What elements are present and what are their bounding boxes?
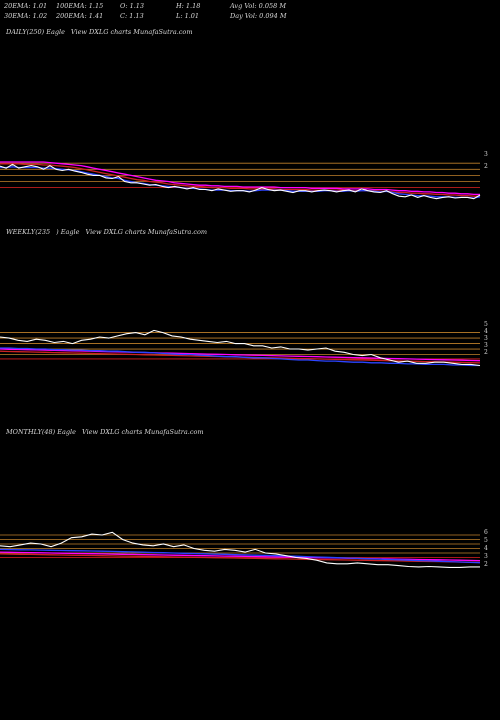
weekly-panel: WEEKLY(235 ) Eagle View DXLG charts Munafa… bbox=[0, 226, 500, 426]
daily-title-prefix: DAILY(250) Eagle bbox=[6, 28, 65, 36]
y-tick-label: 4 bbox=[484, 545, 488, 552]
stat-day-vol: Day Vol: 0.094 M bbox=[230, 12, 287, 20]
stats-header: 20EMA: 1.01 100EMA: 1.15 O: 1.13 H: 1.18… bbox=[4, 2, 494, 22]
daily-chart: 32 bbox=[0, 151, 488, 200]
weekly-title-suffix: View DXLG charts MunafaSutra.com bbox=[85, 228, 208, 236]
stat-high: H: 1.18 bbox=[176, 2, 201, 10]
price-line bbox=[0, 531, 480, 568]
y-tick-label: 6 bbox=[484, 529, 488, 536]
y-tick-label: 4 bbox=[484, 328, 488, 335]
ema-mid-line bbox=[0, 551, 481, 562]
stat-ema30: 30EMA: 1.02 bbox=[4, 12, 48, 20]
ema-mid-line bbox=[0, 161, 480, 196]
monthly-title-prefix: MONTHLY(48) Eagle bbox=[6, 428, 76, 436]
price-line bbox=[0, 329, 481, 367]
stat-ema200: 200EMA: 1.41 bbox=[56, 12, 104, 20]
stat-low: L: 1.01 bbox=[176, 12, 200, 20]
y-tick-label: 2 bbox=[484, 163, 488, 170]
y-tick-label: 3 bbox=[484, 342, 488, 349]
weekly-title-middle: ) Eagle bbox=[56, 228, 80, 236]
daily-panel: DAILY(250) Eagle View DXLG charts MunafaS… bbox=[0, 26, 500, 226]
stat-ema20: 20EMA: 1.01 bbox=[4, 2, 48, 10]
daily-title-suffix: View DXLG charts MunafaSutra.com bbox=[70, 28, 193, 36]
monthly-panel: MONTHLY(48) Eagle View DXLG charts Munafa… bbox=[0, 426, 500, 626]
y-tick-label: 2 bbox=[484, 561, 488, 568]
weekly-title-prefix: WEEKLY(235 bbox=[6, 228, 51, 236]
ema-fast-line bbox=[0, 548, 481, 564]
stat-open: O: 1.13 bbox=[120, 2, 145, 10]
daily-title: DAILY(250) Eagle View DXLG charts MunafaS… bbox=[6, 28, 199, 36]
y-tick-label: 5 bbox=[484, 537, 488, 544]
price-line bbox=[0, 163, 481, 200]
stat-avg-vol: Avg Vol: 0.058 M bbox=[230, 2, 287, 10]
ema-mid-line bbox=[0, 348, 481, 362]
y-tick-label: 3 bbox=[484, 335, 488, 342]
weekly-title: WEEKLY(235 ) Eagle View DXLG charts Munafa… bbox=[6, 228, 213, 236]
monthly-title-suffix: View DXLG charts MunafaSutra.com bbox=[81, 428, 204, 436]
monthly-title: MONTHLY(48) Eagle View DXLG charts Munafa… bbox=[6, 428, 210, 436]
y-tick-label: 3 bbox=[484, 553, 488, 560]
ema-slow-line bbox=[0, 553, 481, 564]
y-tick-label: 3 bbox=[484, 151, 488, 158]
stat-ema100: 100EMA: 1.15 bbox=[56, 2, 104, 10]
y-tick-label: 2 bbox=[484, 349, 488, 356]
ema-fast-line bbox=[0, 347, 480, 367]
stat-close: C: 1.13 bbox=[120, 12, 144, 20]
y-tick-label: 5 bbox=[484, 321, 488, 328]
ema-slow-line bbox=[0, 163, 480, 197]
